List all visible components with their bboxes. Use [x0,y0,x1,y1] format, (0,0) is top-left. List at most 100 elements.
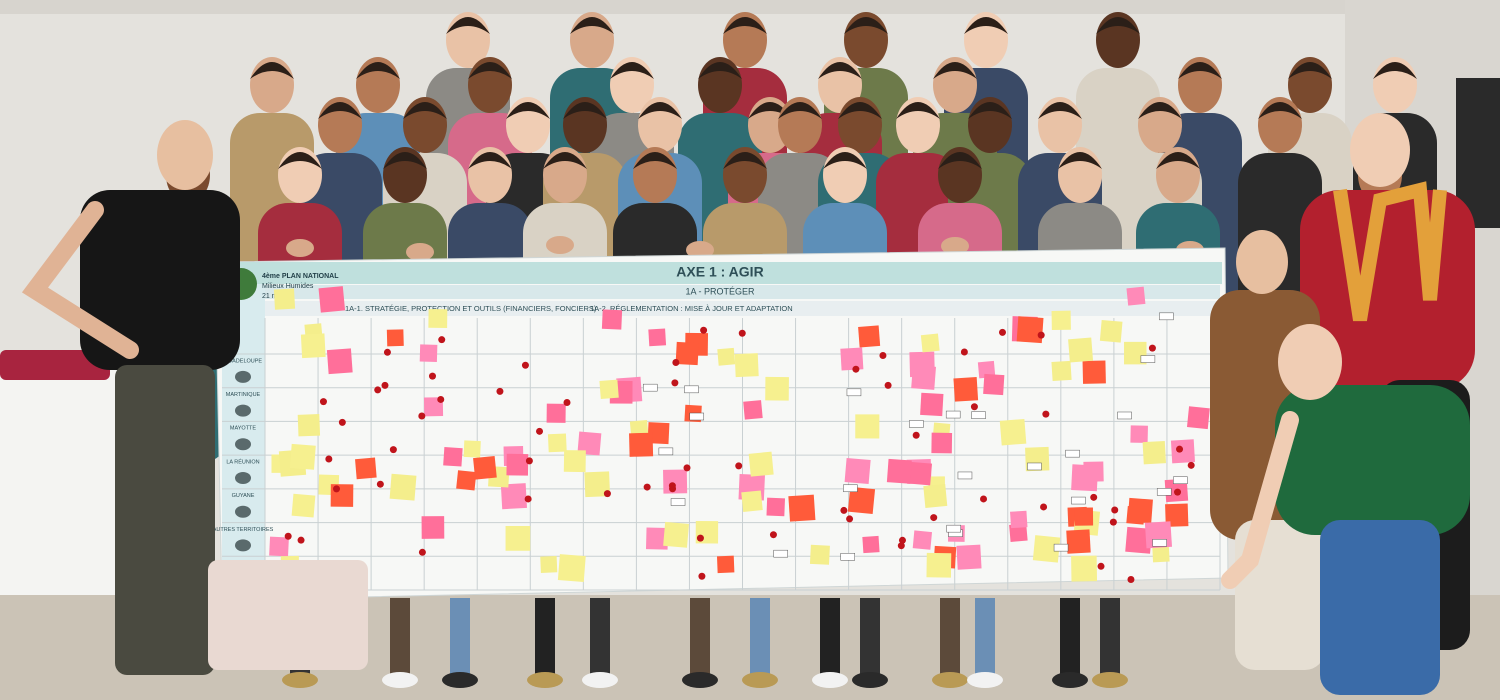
territory-label: AUTRES TERRITOIRES [213,527,274,533]
sticky-note [999,418,1027,446]
label-tag [1053,543,1069,552]
hair [1258,102,1302,119]
sticker-dot [438,336,446,344]
head [1236,230,1288,294]
grid: GUADELOUPE MARTINIQUE MAYOTTE LA RÉUNION GUY… [213,318,1221,591]
sticker-dot [603,490,611,498]
territory-map [235,370,251,383]
sticky-note [318,286,346,313]
sticky-note [297,414,321,437]
territory-map [235,505,251,518]
shoe [527,672,563,688]
label-tag [846,388,862,397]
shoe [682,672,718,688]
label-tag [1159,312,1174,321]
sticky-note [1016,316,1044,344]
sticker-dot [1176,445,1184,453]
label-tag [1140,355,1156,363]
sticky-note [1126,286,1146,306]
sticky-note [748,451,774,477]
sticky-note [953,376,979,402]
axis-band [222,262,1222,284]
sticky-note [629,432,654,457]
shoe [967,672,1003,688]
territory-label: MARTINIQUE [226,392,261,398]
sticky-note [920,392,944,417]
hand [941,237,969,255]
sticky-note [675,341,699,366]
shoe [1092,672,1128,688]
leg [750,598,770,678]
label-tag [642,383,658,392]
sticky-note [456,470,477,491]
sticky-note [300,333,326,359]
hand [546,236,574,254]
arm [1221,411,1299,589]
sticker-dot [1042,410,1050,418]
sticky-note [858,325,881,348]
table-runner [0,350,110,380]
sticker-dot [769,531,777,539]
hair [278,152,322,169]
sticky-note [1099,319,1123,343]
sticky-note [1130,425,1148,443]
sticker-dot [696,534,704,542]
sticker-dot [1174,488,1182,496]
sticky-note [291,493,316,518]
sticky-note [1125,526,1153,554]
sticky-note [355,457,377,480]
leg [535,598,555,678]
sticker-dot [333,485,341,493]
sticker-dot [418,412,426,420]
hair [1178,62,1222,79]
sticky-note [540,555,558,573]
sticky-note [419,344,438,363]
hair [638,102,682,119]
sticker-dot [698,572,706,580]
label-tag [1173,476,1188,485]
sticker-dot [389,446,397,454]
sticky-note [547,433,567,453]
sticker-dot [852,365,860,373]
hair [964,17,1008,34]
sticker-dot [437,395,445,403]
hair [468,152,512,169]
hair [403,102,447,119]
sticky-note [1186,406,1210,430]
skirt [208,560,368,670]
sticky-note [1074,507,1094,526]
head [157,120,213,190]
table-cloth [0,355,125,595]
sticky-note [743,400,763,420]
shoe [742,672,778,688]
sticker-dot [683,464,691,472]
sticky-note [1066,529,1091,554]
hair [723,17,767,34]
sticky-note [506,453,529,476]
sticky-note [557,554,586,582]
hair [250,62,294,79]
sticky-note [473,455,497,480]
sticker-dot [738,329,746,337]
sticker-dot [898,536,906,544]
axis-title: AXE 1 : AGIR [676,264,763,280]
sticky-note [1010,510,1028,529]
shoe [812,672,848,688]
people-front [21,113,1475,695]
hair [1038,102,1082,119]
shoe [852,672,888,688]
section-band [265,285,1220,299]
sticky-note [1152,544,1170,563]
sticker-dot [428,372,436,380]
hair [933,62,977,79]
sticky-note [421,516,445,539]
sticky-note [663,469,688,494]
sticker-dot [338,418,346,426]
sticky-note [1142,440,1166,465]
sticker-dot [297,536,305,544]
shoe [1052,672,1088,688]
sticker-dot [418,548,426,556]
hair [1138,102,1182,119]
sticky-note [1068,337,1094,363]
sticker-dot [525,457,533,465]
